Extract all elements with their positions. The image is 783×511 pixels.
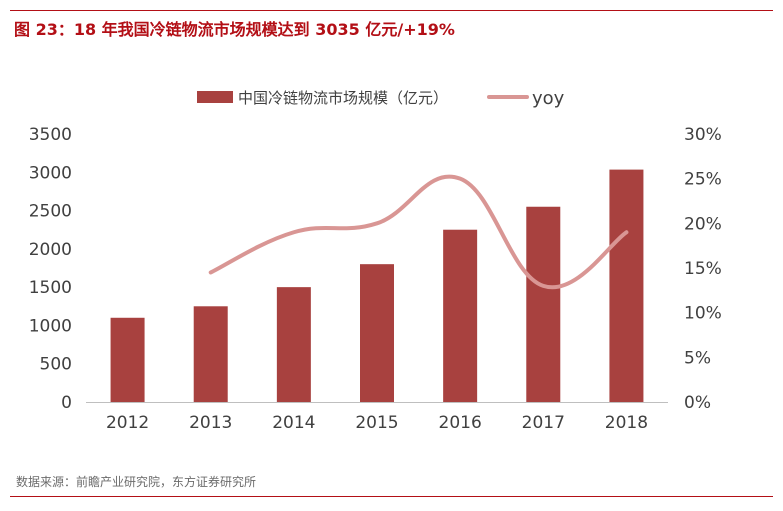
- legend-line-label: yoy: [532, 88, 565, 109]
- left-tick-label: 1500: [29, 278, 72, 298]
- top-rule: [10, 10, 773, 11]
- yoy-point: [293, 231, 295, 233]
- yoy-line: [208, 174, 629, 290]
- bar-2014: [276, 287, 311, 402]
- left-tick-label: 500: [40, 355, 72, 375]
- x-tick-label: 2013: [189, 413, 232, 433]
- x-tick-label: 2018: [605, 413, 648, 433]
- left-tick-label: 0: [61, 393, 72, 413]
- left-tick-label: 3000: [29, 163, 72, 183]
- left-tick-label: 3500: [29, 125, 72, 145]
- right-tick-label: 15%: [684, 259, 722, 279]
- yoy-point: [459, 178, 461, 180]
- left-tick-label: 2500: [29, 202, 72, 222]
- x-tick-label: 2016: [439, 413, 482, 433]
- yoy-line-layer: [208, 174, 629, 290]
- x-tick-label: 2015: [355, 413, 398, 433]
- right-tick-label: 30%: [684, 125, 722, 145]
- bar-2012: [110, 317, 145, 402]
- left-axis-ticks: 0 500 1000 1500 2000 2500 3000 3500: [29, 125, 72, 413]
- legend-bar-swatch: [197, 91, 233, 103]
- bar-2017: [526, 206, 561, 402]
- yoy-point: [625, 231, 627, 233]
- legend-bar-label: 中国冷链物流市场规模（亿元）: [238, 89, 448, 107]
- yoy-point: [542, 285, 544, 287]
- left-tick-label: 2000: [29, 240, 72, 260]
- right-tick-label: 10%: [684, 304, 722, 324]
- bar-2018: [609, 169, 644, 402]
- yoy-point: [210, 271, 212, 273]
- bar-2013: [193, 306, 228, 402]
- right-tick-label: 5%: [684, 348, 711, 368]
- right-tick-label: 20%: [684, 214, 722, 234]
- right-tick-label: 25%: [684, 170, 722, 190]
- x-axis-ticks: 2012 2013 2014 2015 2016 2017 2018: [106, 413, 648, 433]
- bottom-rule: [10, 496, 773, 497]
- x-tick-label: 2014: [272, 413, 315, 433]
- legend: 中国冷链物流市场规模（亿元） yoy: [197, 88, 565, 109]
- x-tick-label: 2017: [522, 413, 565, 433]
- left-tick-label: 1000: [29, 316, 72, 336]
- bar-2016: [443, 229, 478, 402]
- chart-title: 图 23：18 年我国冷链物流市场规模达到 3035 亿元/+19%: [14, 20, 455, 39]
- data-source-note: 数据来源：前瞻产业研究院，东方证券研究所: [16, 475, 257, 489]
- right-axis-ticks: 0% 5% 10% 15% 20% 25% 30%: [684, 125, 722, 413]
- right-tick-label: 0%: [684, 393, 711, 413]
- bars-layer: [110, 169, 644, 402]
- yoy-point: [376, 222, 378, 224]
- x-tick-label: 2012: [106, 413, 149, 433]
- bar-2015: [360, 264, 394, 402]
